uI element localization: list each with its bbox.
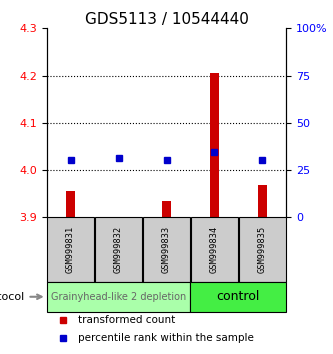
Text: GSM999834: GSM999834 — [210, 226, 219, 273]
Bar — [210, 73, 219, 217]
FancyBboxPatch shape — [95, 217, 142, 282]
Bar — [258, 185, 267, 217]
Text: protocol: protocol — [0, 292, 42, 302]
Text: transformed count: transformed count — [78, 315, 175, 325]
FancyBboxPatch shape — [47, 282, 190, 312]
FancyBboxPatch shape — [239, 217, 286, 282]
Text: GSM999833: GSM999833 — [162, 226, 171, 273]
FancyBboxPatch shape — [47, 217, 94, 282]
Text: percentile rank within the sample: percentile rank within the sample — [78, 333, 254, 343]
Text: GSM999831: GSM999831 — [66, 226, 75, 273]
Title: GDS5113 / 10544440: GDS5113 / 10544440 — [85, 12, 248, 27]
FancyBboxPatch shape — [143, 217, 190, 282]
Text: Grainyhead-like 2 depletion: Grainyhead-like 2 depletion — [51, 292, 186, 302]
FancyBboxPatch shape — [190, 282, 286, 312]
Text: GSM999835: GSM999835 — [258, 226, 267, 273]
Bar — [66, 191, 75, 217]
Text: GSM999832: GSM999832 — [114, 226, 123, 273]
Text: control: control — [217, 290, 260, 303]
Bar — [162, 201, 171, 217]
FancyBboxPatch shape — [191, 217, 238, 282]
